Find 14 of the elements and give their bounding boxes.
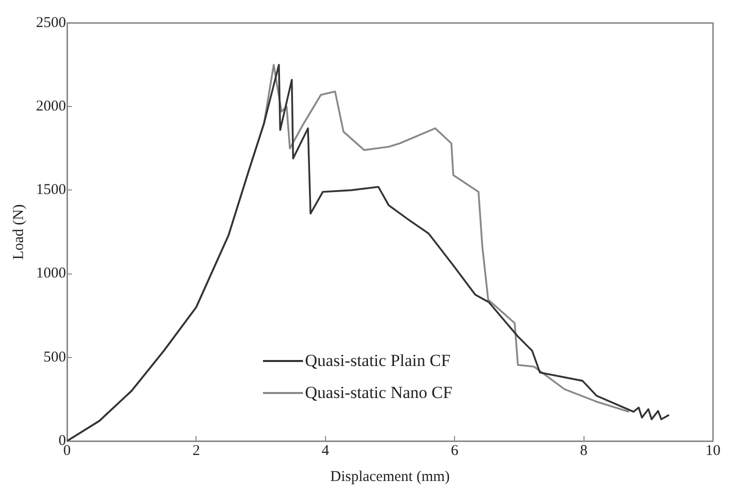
x-tick-label: 10	[706, 442, 720, 459]
x-tick-label: 4	[322, 442, 330, 459]
x-axis-title: Displacement (mm)	[330, 468, 450, 485]
x-tick-label: 6	[450, 442, 459, 459]
legend-label: Quasi-static Plain CF	[305, 351, 450, 371]
y-tick-label: 500	[44, 349, 66, 366]
y-tick-label: 2500	[36, 14, 66, 31]
y-axis-title: Load (N)	[10, 204, 27, 260]
y-tick-label: 2000	[36, 98, 66, 115]
x-tick-label: 8	[580, 442, 588, 459]
y-tick-label: 1000	[36, 266, 66, 282]
legend-label: Quasi-static Nano CF	[305, 383, 452, 403]
x-tick-label: 2	[192, 442, 200, 459]
y-tick-label: 1500	[36, 182, 66, 198]
